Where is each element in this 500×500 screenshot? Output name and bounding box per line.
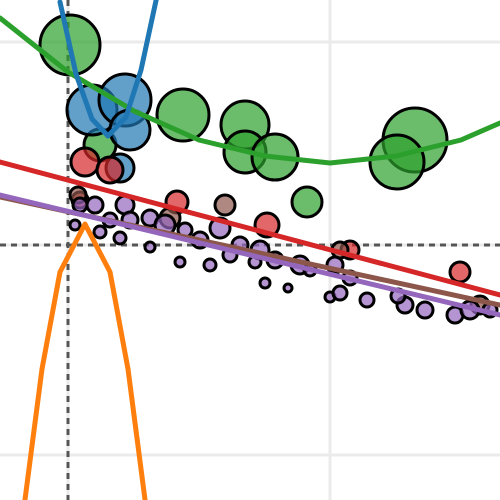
bubble [213, 193, 237, 217]
bubble [69, 146, 101, 178]
line [57, 0, 159, 139]
line [0, 192, 500, 318]
bubble [85, 195, 105, 215]
bubble [95, 155, 125, 185]
bubble [331, 284, 349, 302]
bubble [290, 185, 324, 219]
bubble [358, 291, 376, 309]
bubble [415, 300, 435, 320]
line [22, 221, 148, 500]
bubble [112, 230, 128, 246]
bubble [202, 257, 218, 273]
line [0, 15, 500, 166]
bubble [143, 240, 157, 254]
bubble [173, 255, 187, 269]
bubble [258, 276, 272, 290]
bubble [68, 218, 82, 232]
bubble [368, 133, 426, 191]
bubble [71, 196, 89, 214]
line [0, 159, 500, 298]
bubble [92, 224, 108, 240]
bubble [282, 282, 294, 294]
bubble [448, 260, 472, 284]
